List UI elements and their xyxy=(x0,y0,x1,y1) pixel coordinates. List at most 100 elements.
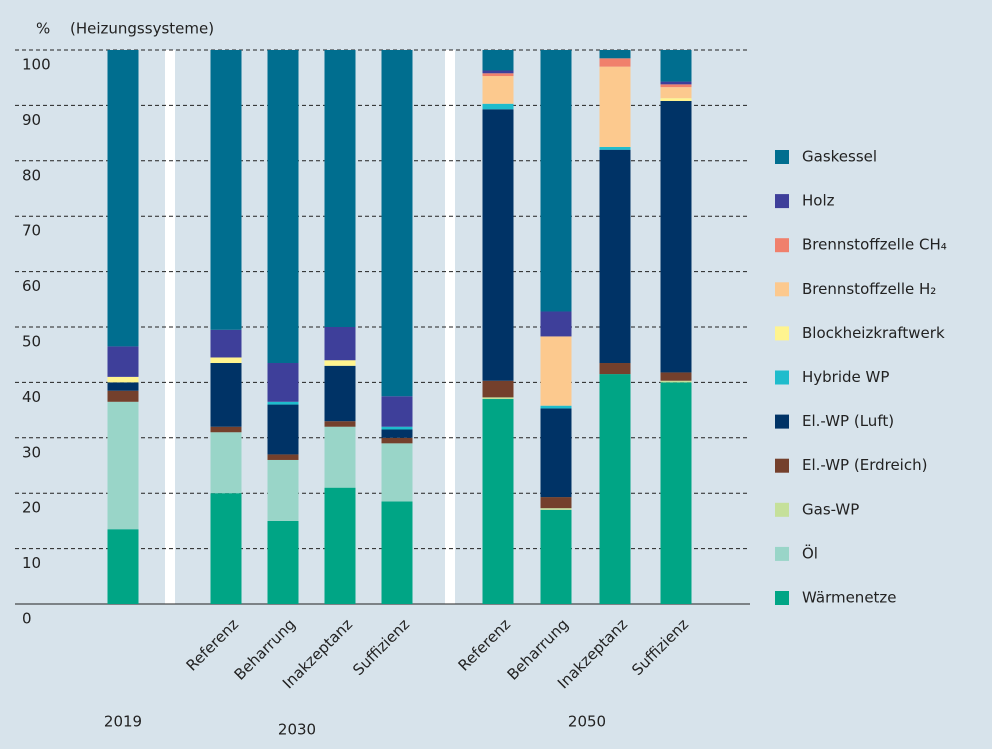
bar-segment xyxy=(107,50,139,347)
bar-segment xyxy=(381,426,413,430)
bar-segment xyxy=(324,360,356,366)
bar-segment xyxy=(482,76,514,104)
bar-segment xyxy=(381,443,413,502)
legend-swatch xyxy=(775,150,789,164)
bar-segment xyxy=(599,374,631,604)
bar-segment xyxy=(381,50,413,397)
bar-segment xyxy=(324,50,356,327)
legend-swatch xyxy=(775,458,789,473)
bar-segment xyxy=(599,66,631,147)
y-axis-label: % xyxy=(36,20,50,38)
legend-label: Blockheizkraftwerk xyxy=(802,324,945,342)
y-tick-label: 60 xyxy=(22,277,41,295)
bar-segment xyxy=(482,397,514,400)
bar-segment xyxy=(660,87,692,99)
bar-segment xyxy=(267,363,299,402)
legend-swatch xyxy=(775,591,789,605)
bar-segment xyxy=(324,365,356,422)
bar-segment xyxy=(210,493,242,604)
bar-segment xyxy=(540,509,572,604)
y-tick-label: 10 xyxy=(22,554,41,572)
legend-swatch xyxy=(775,414,789,429)
bar-segment xyxy=(267,401,299,405)
bar-segment xyxy=(482,70,514,74)
bar-segment xyxy=(660,372,692,381)
bar-segment xyxy=(540,408,572,498)
bar-segment xyxy=(482,50,514,71)
bar-segment xyxy=(482,103,514,110)
bar-segment xyxy=(107,529,139,604)
bar-segment xyxy=(660,81,692,85)
legend-swatch xyxy=(775,370,789,385)
bar-segment xyxy=(267,50,299,364)
legend-swatch xyxy=(775,546,789,561)
x-tick-label: Suffizienz xyxy=(628,615,692,679)
bar-segment xyxy=(540,508,572,510)
bar-segment xyxy=(540,497,572,509)
bar-segment xyxy=(660,382,692,604)
legend-swatch xyxy=(775,238,789,253)
bar-segment xyxy=(107,401,139,530)
bar-segment xyxy=(482,399,514,604)
bar-segment xyxy=(107,346,139,377)
bar-segment xyxy=(599,149,631,364)
y-tick-label: 20 xyxy=(22,499,41,517)
bar-segment xyxy=(210,329,242,358)
bar-segment xyxy=(599,50,631,59)
x-tick-label: Referenz xyxy=(455,615,514,674)
legend-label: Gas-WP xyxy=(802,500,859,518)
bar-segment xyxy=(324,421,356,427)
bar-segment xyxy=(540,405,572,409)
bar-segment xyxy=(660,50,692,82)
legend-label: El.-WP (Luft) xyxy=(802,412,894,430)
bar-segment xyxy=(210,363,242,427)
y-tick-label: 80 xyxy=(22,166,41,184)
bar-segment xyxy=(324,426,356,488)
bar-segment xyxy=(482,73,514,77)
legend-label: Holz xyxy=(802,192,835,210)
bar-segment xyxy=(107,382,139,391)
bar-segment xyxy=(660,100,692,373)
bar-segment xyxy=(381,437,413,444)
bar-segment xyxy=(599,363,631,375)
bar-segment xyxy=(381,396,413,427)
bar-segment xyxy=(599,146,631,150)
bar-segment xyxy=(540,50,572,312)
legend-label: El.-WP (Erdreich) xyxy=(802,456,927,474)
bar-segment xyxy=(482,380,514,398)
bar-segment xyxy=(599,58,631,67)
bar-segment xyxy=(381,501,413,604)
bar-segment xyxy=(267,404,299,455)
bar-segment xyxy=(381,429,413,438)
bar-segment xyxy=(107,390,139,402)
group-label: 2030 xyxy=(278,721,316,739)
group-label: 2050 xyxy=(568,713,606,731)
bar-segment xyxy=(660,380,692,383)
bar-segment xyxy=(324,487,356,604)
bar-segment xyxy=(324,327,356,361)
bar-segment xyxy=(107,376,139,383)
x-tick-label: Referenz xyxy=(183,615,242,674)
bar-segment xyxy=(267,520,299,604)
legend-label: Brennstoffzelle CH₄ xyxy=(802,236,947,254)
bar-segment xyxy=(267,454,299,460)
y-tick-label: 90 xyxy=(22,111,41,129)
legend-swatch xyxy=(775,502,789,517)
y-tick-label: 100 xyxy=(22,56,51,74)
x-tick-label: Suffizienz xyxy=(349,615,413,679)
y-axis-sublabel: (Heizungssysteme) xyxy=(70,20,214,38)
legend-label: Wärmenetze xyxy=(802,589,897,607)
bar-segment xyxy=(540,311,572,337)
legend-label: Gaskessel xyxy=(802,148,877,166)
bar-segment xyxy=(660,98,692,101)
y-tick-label: 30 xyxy=(22,443,41,461)
bar-segment xyxy=(210,426,242,433)
y-tick-label: 70 xyxy=(22,222,41,240)
bar-segment xyxy=(210,357,242,364)
bar-segment xyxy=(267,459,299,521)
y-tick-label: 50 xyxy=(22,333,41,351)
legend-label: Brennstoffzelle H₂ xyxy=(802,280,936,298)
y-tick-label: 40 xyxy=(22,388,41,406)
bar-segment xyxy=(660,84,692,88)
